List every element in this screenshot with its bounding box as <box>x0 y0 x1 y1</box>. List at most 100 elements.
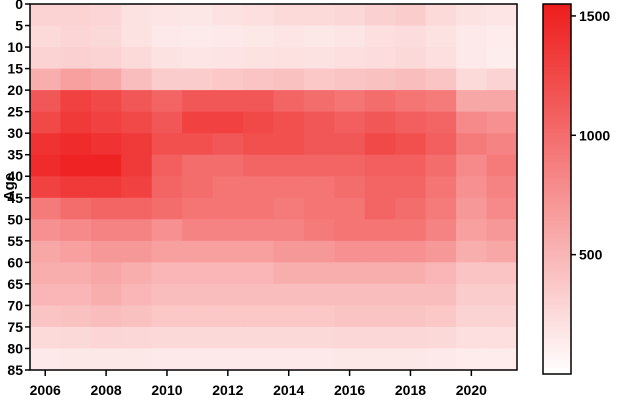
heatmap-cell <box>303 133 335 156</box>
heatmap-cell <box>243 176 275 199</box>
heatmap-cell <box>60 111 92 134</box>
heatmap-cell <box>151 262 183 285</box>
y-tick-label: 35 <box>7 147 23 163</box>
heatmap-cell <box>456 348 488 371</box>
heatmap-cell <box>364 111 396 134</box>
heatmap-cell <box>395 154 427 177</box>
heatmap-cell <box>243 283 275 307</box>
heatmap-cell <box>151 4 183 27</box>
heatmap-cell <box>121 283 153 307</box>
heatmap-cell <box>273 219 305 242</box>
heatmap-cell <box>60 90 92 113</box>
heatmap-cell <box>334 240 366 263</box>
heatmap-cell <box>395 111 427 134</box>
heatmap-cell <box>303 240 335 263</box>
y-tick-label: 30 <box>7 125 23 141</box>
heatmap-cell <box>364 305 396 328</box>
heatmap-cell <box>456 25 488 48</box>
heatmap-cell <box>425 68 457 91</box>
heatmap-cell <box>182 305 214 328</box>
heatmap-cell <box>456 111 488 134</box>
heatmap-cell <box>334 111 366 134</box>
heatmap-cell <box>151 197 183 220</box>
heatmap-cell <box>90 219 122 242</box>
y-tick-label: 55 <box>7 233 23 249</box>
heatmap-cell <box>212 47 244 70</box>
colorbar <box>542 3 572 375</box>
heatmap-cell <box>182 197 214 220</box>
heatmap-cell <box>273 47 305 70</box>
heatmap-cell <box>334 68 366 91</box>
heatmap-cell <box>334 90 366 113</box>
y-tick-label: 50 <box>7 211 23 227</box>
heatmap-cell <box>60 154 92 177</box>
heatmap-cell <box>364 90 396 113</box>
heatmap-cell <box>364 25 396 48</box>
heatmap-cell <box>273 4 305 27</box>
heatmap-cell <box>334 283 366 307</box>
heatmap-cell <box>395 176 427 199</box>
plot-frame <box>29 3 518 371</box>
heatmap-cell <box>273 111 305 134</box>
heatmap-cell <box>212 111 244 134</box>
heatmap-cells <box>30 4 518 371</box>
heatmap-cell <box>151 154 183 177</box>
heatmap-cell <box>151 326 183 350</box>
heatmap-cell <box>364 326 396 350</box>
heatmap-cell <box>151 348 183 371</box>
heatmap-cell <box>334 47 366 70</box>
heatmap-cell <box>395 68 427 91</box>
heatmap-cell <box>212 25 244 48</box>
x-axis: 2006 2008 2010 2012 2014 2016 2018 2020 <box>30 370 487 398</box>
heatmap-cell <box>456 283 488 307</box>
y-tick-label: 15 <box>7 61 23 77</box>
heatmap-cell <box>425 111 457 134</box>
y-axis-title: Age <box>1 173 18 201</box>
y-tick-label: 45 <box>7 190 23 206</box>
heatmap-cell <box>151 68 183 91</box>
heatmap-cell <box>456 4 488 27</box>
heatmap-cell <box>364 348 396 371</box>
heatmap-cell <box>486 90 518 113</box>
heatmap-cell <box>121 305 153 328</box>
heatmap-cell <box>395 25 427 48</box>
heatmap-cell <box>486 262 518 285</box>
heatmap-cell <box>212 154 244 177</box>
heatmap-cell <box>182 90 214 113</box>
y-tick-label: 20 <box>7 82 23 98</box>
heatmap-cell <box>121 326 153 350</box>
heatmap-cell <box>212 197 244 220</box>
heatmap-cell <box>121 90 153 113</box>
heatmap-cell <box>456 176 488 199</box>
heatmap-cell <box>182 348 214 371</box>
x-tick-label: 2008 <box>91 382 122 398</box>
heatmap-cell <box>212 348 244 371</box>
heatmap-cell <box>334 219 366 242</box>
heatmap-cell <box>243 305 275 328</box>
heatmap-cell <box>30 348 62 371</box>
heatmap-cell <box>486 305 518 328</box>
x-tick-label: 2010 <box>151 382 182 398</box>
y-tick-label: 0 <box>15 0 23 12</box>
x-tick-label: 2012 <box>212 382 243 398</box>
heatmap-cell <box>334 348 366 371</box>
x-tick-label: 2016 <box>334 382 365 398</box>
heatmap-cell <box>121 133 153 156</box>
heatmap-cell <box>395 90 427 113</box>
y-tick-label: 10 <box>7 39 23 55</box>
heatmap-cell <box>182 326 214 350</box>
heatmap-cell <box>121 197 153 220</box>
heatmap-cell <box>395 197 427 220</box>
heatmap-cell <box>90 68 122 91</box>
heatmap-cell <box>395 262 427 285</box>
heatmap-cell <box>425 47 457 70</box>
heatmap-cell <box>90 154 122 177</box>
heatmap-cell <box>212 4 244 27</box>
heatmap-cell <box>90 197 122 220</box>
colorbar-tick-label: 1500 <box>579 8 610 24</box>
heatmap-cell <box>456 133 488 156</box>
heatmap-cell <box>334 197 366 220</box>
heatmap-cell <box>60 219 92 242</box>
heatmap-cell <box>90 25 122 48</box>
heatmap-cell <box>243 348 275 371</box>
